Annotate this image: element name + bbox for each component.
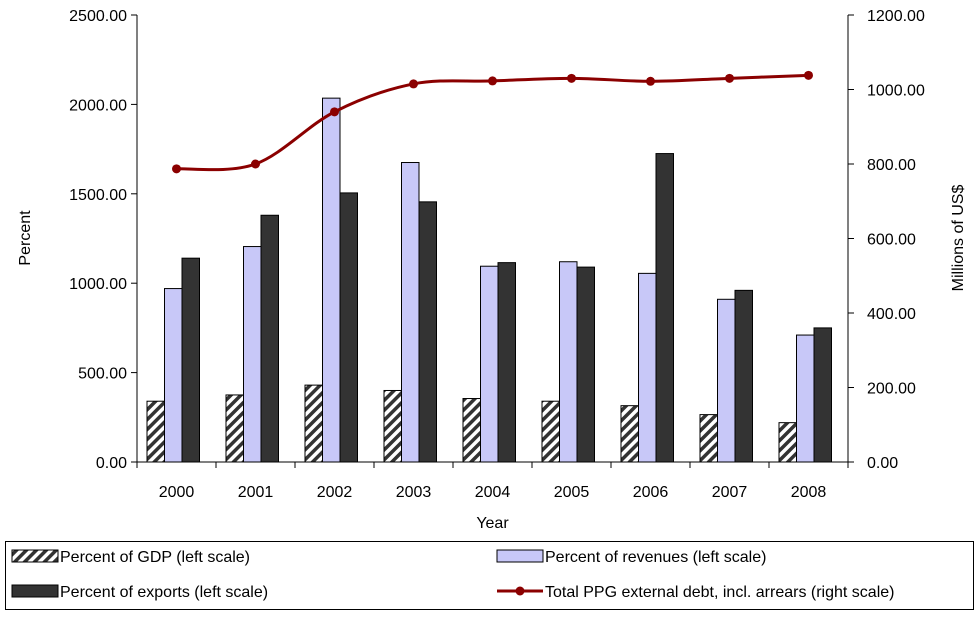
bar <box>497 262 516 463</box>
bar <box>778 422 797 463</box>
legend-label: Percent of exports (left scale) <box>60 584 268 601</box>
x-tick-label: 2001 <box>238 484 274 501</box>
debt-point <box>409 79 418 89</box>
debt-point <box>251 159 260 169</box>
bar <box>734 289 753 463</box>
x-tick-label: 2005 <box>554 484 590 501</box>
bar <box>260 214 279 463</box>
bar <box>243 246 262 463</box>
right-tick-label: 600.00 <box>867 232 916 249</box>
debt-point <box>725 73 734 83</box>
bar <box>620 405 639 463</box>
bar <box>304 384 323 463</box>
bar <box>418 201 437 463</box>
left-tick-label: 2000.00 <box>69 97 127 114</box>
axis-labels: Year Percent Millions of US$ <box>17 185 967 532</box>
debt-point <box>172 164 181 174</box>
legend-swatch <box>11 549 59 563</box>
bar <box>383 389 402 463</box>
x-tick-label: 2004 <box>475 484 511 501</box>
debt-point <box>646 76 655 86</box>
bar <box>146 400 165 463</box>
bar <box>655 153 674 463</box>
bar <box>339 192 358 463</box>
legend-swatch <box>496 549 544 563</box>
right-axis-title: Millions of US$ <box>950 185 967 292</box>
bar <box>796 334 815 463</box>
legend-label: Total PPG external debt, incl. arrears (… <box>545 584 894 601</box>
x-tick-label: 2008 <box>791 484 827 501</box>
x-tick-label: 2003 <box>396 484 432 501</box>
left-tick-label: 1500.00 <box>69 187 127 204</box>
legend-marker <box>515 586 525 596</box>
bar <box>813 327 832 463</box>
bar <box>638 272 657 463</box>
line-series <box>172 70 813 174</box>
left-tick-label: 1000.00 <box>69 276 127 293</box>
right-tick-label: 200.00 <box>867 381 916 398</box>
legend-box <box>5 541 974 610</box>
bar <box>164 288 183 463</box>
right-tick-label: 400.00 <box>867 306 916 323</box>
debt-line <box>176 73 809 172</box>
bar <box>699 414 718 463</box>
legend-swatch <box>11 584 59 598</box>
bars <box>146 97 832 463</box>
x-tick-label: 2006 <box>633 484 669 501</box>
debt-point <box>567 73 576 83</box>
bar <box>322 97 341 463</box>
left-tick-label: 500.00 <box>78 366 127 383</box>
bar <box>225 394 244 463</box>
bar <box>462 398 481 463</box>
bar <box>181 257 200 463</box>
debt-point <box>330 107 339 117</box>
right-tick-label: 800.00 <box>867 157 916 174</box>
bar <box>541 400 560 463</box>
right-tick-label: 1000.00 <box>867 83 925 100</box>
debt-point <box>488 76 497 86</box>
left-axis-title: Percent <box>17 210 34 266</box>
left-tick-label: 2500.00 <box>69 8 127 25</box>
bar <box>480 265 499 463</box>
right-tick-label: 0.00 <box>867 455 898 472</box>
left-tick-label: 0.00 <box>96 455 127 472</box>
bar <box>717 298 736 463</box>
x-tick-label: 2007 <box>712 484 748 501</box>
legend-label: Percent of GDP (left scale) <box>60 549 250 566</box>
x-tick-label: 2002 <box>317 484 353 501</box>
x-tick-label: 2000 <box>159 484 195 501</box>
x-axis-title: Year <box>476 515 509 532</box>
legend: Percent of GDP (left scale) Percent of re… <box>5 541 974 610</box>
bar <box>576 266 595 463</box>
right-tick-label: 1200.00 <box>867 8 925 25</box>
debt-point <box>804 70 813 80</box>
axes: 0.00 500.00 1000.00 1500.00 2000.00 2500.00 0.… <box>69 8 925 501</box>
bar <box>401 162 420 463</box>
legend-label: Percent of revenues (left scale) <box>545 549 766 566</box>
bar <box>559 261 578 463</box>
